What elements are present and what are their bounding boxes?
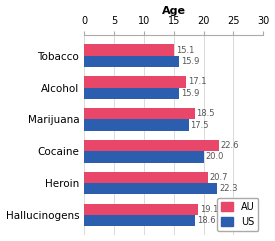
Bar [84,204,198,215]
Bar [84,151,204,162]
Bar [84,183,217,194]
Text: 20.0: 20.0 [205,153,224,161]
Text: 18.5: 18.5 [196,109,215,118]
Bar [84,108,195,120]
Bar [84,172,208,183]
Text: 18.6: 18.6 [197,216,216,225]
Text: 20.7: 20.7 [210,173,228,182]
Text: 15.1: 15.1 [176,46,194,54]
Text: 17.5: 17.5 [190,120,209,129]
Bar [84,120,189,131]
Bar [84,56,179,67]
Text: 22.3: 22.3 [219,184,238,193]
Legend: AU, US: AU, US [218,198,258,231]
Text: 15.9: 15.9 [181,89,199,98]
Text: 19.1: 19.1 [200,205,218,214]
Text: 22.6: 22.6 [221,141,240,150]
Bar [84,215,195,226]
Bar [84,140,219,151]
Text: 17.1: 17.1 [188,77,207,87]
Text: 15.9: 15.9 [181,57,199,66]
Bar [84,87,179,99]
Bar [84,44,174,56]
Bar [84,76,186,87]
X-axis label: Age: Age [162,6,186,16]
